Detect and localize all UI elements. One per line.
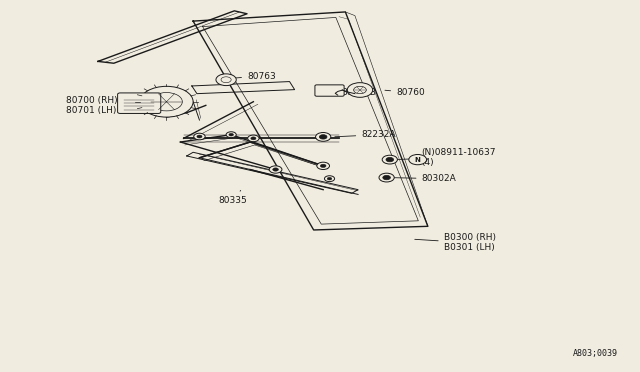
Text: (N)08911-10637
(4): (N)08911-10637 (4) bbox=[394, 148, 496, 167]
Text: 80760B: 80760B bbox=[330, 88, 376, 97]
Circle shape bbox=[327, 177, 332, 180]
Circle shape bbox=[229, 134, 234, 136]
Circle shape bbox=[269, 166, 282, 173]
Text: 80302A: 80302A bbox=[390, 174, 456, 183]
Circle shape bbox=[386, 157, 394, 162]
Circle shape bbox=[251, 137, 256, 140]
Circle shape bbox=[319, 135, 327, 139]
Circle shape bbox=[273, 168, 278, 171]
Circle shape bbox=[216, 74, 236, 86]
Circle shape bbox=[226, 132, 236, 138]
Circle shape bbox=[150, 93, 182, 111]
Circle shape bbox=[354, 86, 366, 94]
Circle shape bbox=[316, 132, 331, 141]
Circle shape bbox=[324, 176, 335, 182]
Circle shape bbox=[140, 86, 193, 117]
Circle shape bbox=[383, 175, 390, 180]
Text: 80335: 80335 bbox=[218, 190, 247, 205]
FancyBboxPatch shape bbox=[118, 93, 161, 113]
Circle shape bbox=[409, 154, 427, 165]
Circle shape bbox=[382, 155, 397, 164]
Circle shape bbox=[248, 135, 259, 142]
Text: A803;0039: A803;0039 bbox=[573, 349, 618, 358]
Circle shape bbox=[317, 162, 330, 170]
Circle shape bbox=[194, 133, 205, 140]
Text: 80700 (RH)
80701 (LH): 80700 (RH) 80701 (LH) bbox=[66, 96, 140, 115]
Circle shape bbox=[348, 83, 372, 97]
Circle shape bbox=[379, 173, 394, 182]
Circle shape bbox=[197, 135, 202, 138]
Circle shape bbox=[320, 164, 326, 167]
Text: B0300 (RH)
B0301 (LH): B0300 (RH) B0301 (LH) bbox=[415, 233, 496, 253]
FancyBboxPatch shape bbox=[315, 85, 344, 96]
Circle shape bbox=[221, 77, 231, 83]
Text: 82232A: 82232A bbox=[335, 130, 396, 139]
Text: 80763: 80763 bbox=[229, 71, 276, 81]
Text: N: N bbox=[415, 157, 420, 163]
Text: 80760: 80760 bbox=[385, 88, 425, 97]
